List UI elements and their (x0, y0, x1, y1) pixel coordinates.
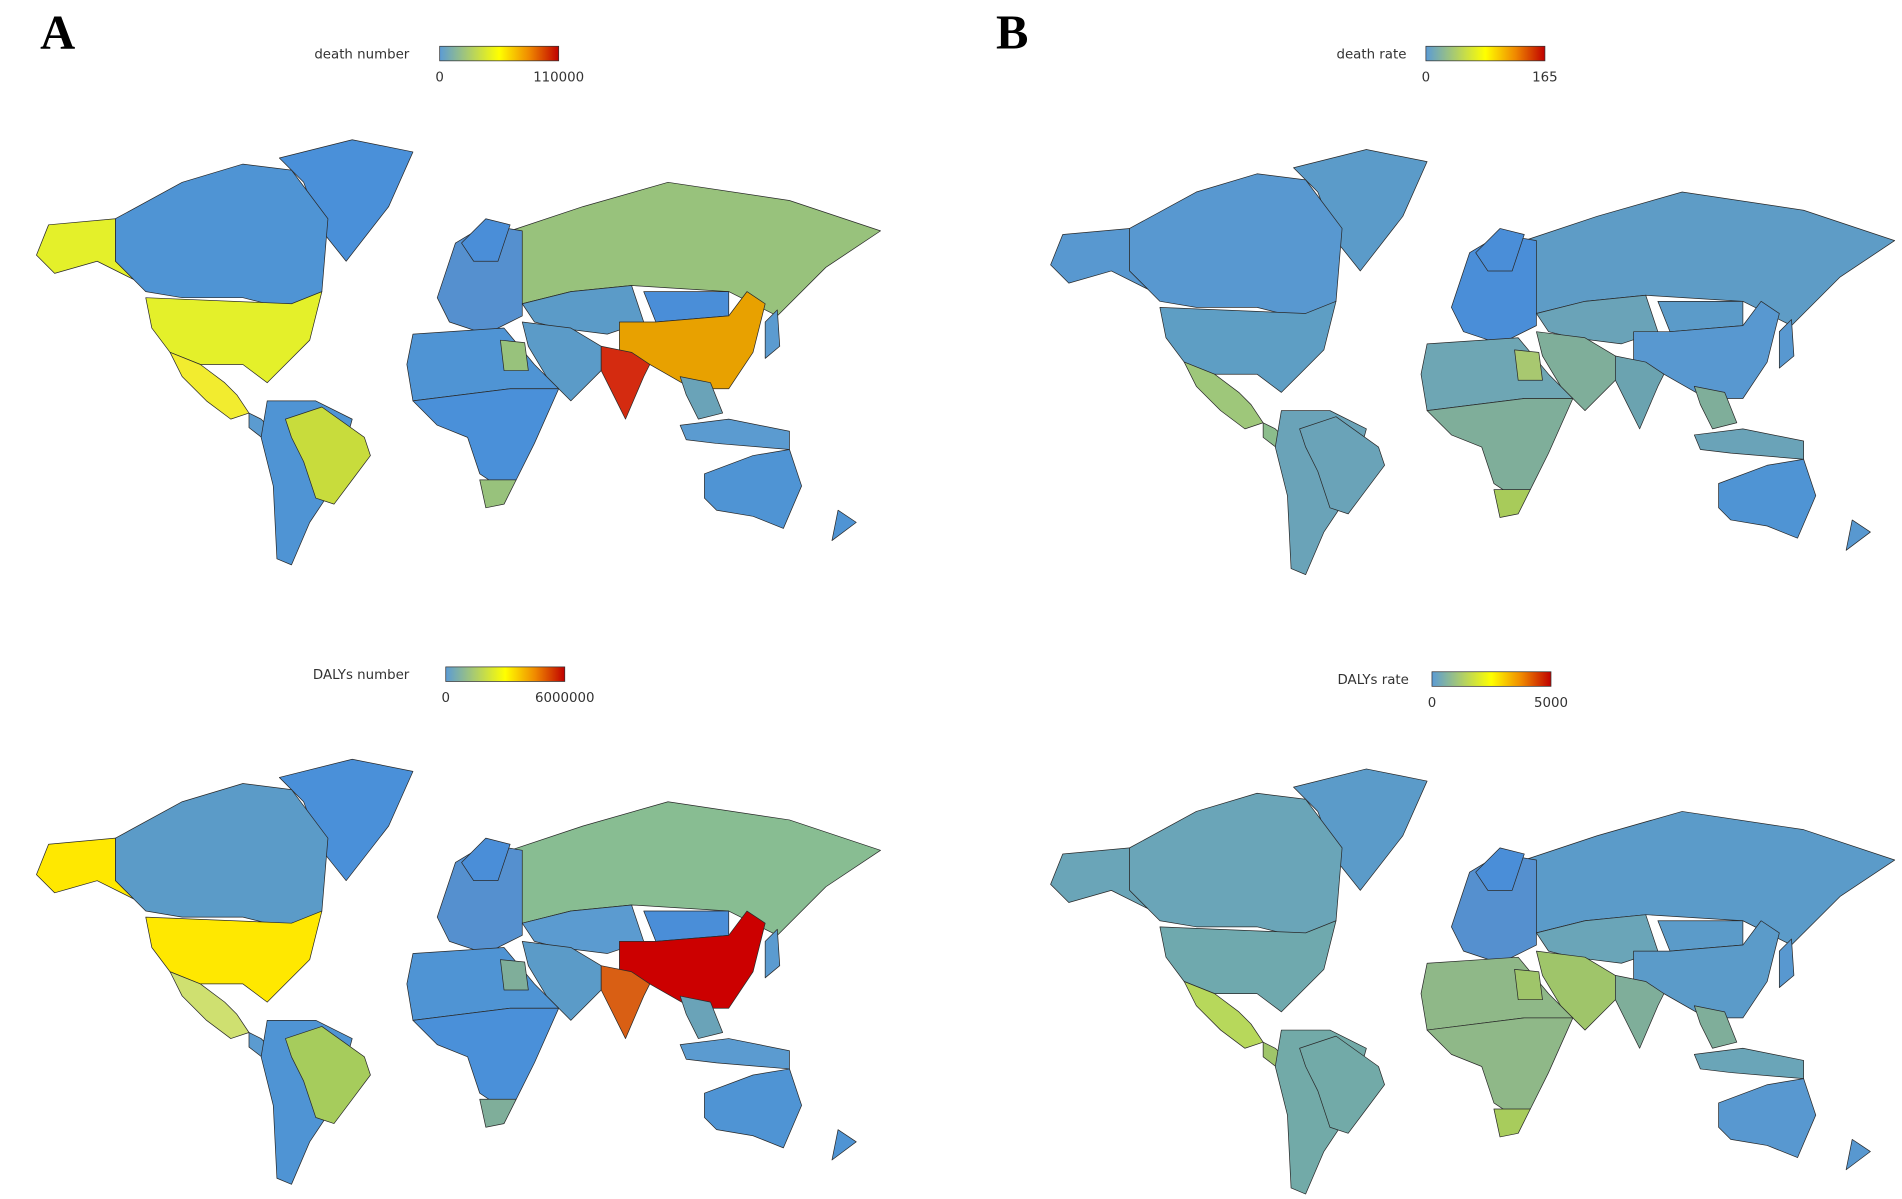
legend: DALYs rate 0 5000 (1338, 671, 1568, 711)
legend-min: 0 (435, 70, 443, 85)
panel-letter: A (40, 6, 75, 60)
legend-title: DALYs rate (1338, 673, 1409, 688)
legend-title: death rate (1336, 47, 1406, 62)
legend: death rate 0 165 (1336, 45, 1558, 85)
map: death number 0 110000 (36, 45, 881, 566)
colorbar (445, 666, 566, 682)
map: death rate 0 165 (1050, 45, 1896, 575)
legend: death number 0 110000 (314, 45, 584, 85)
legend-title: death number (314, 47, 409, 62)
legend-max: 6000000 (535, 691, 595, 706)
colorbar (1431, 671, 1552, 687)
legend-min: 0 (1422, 70, 1431, 85)
panel-letter: B (996, 6, 1028, 60)
legend-max: 110000 (533, 70, 584, 85)
colorbar (439, 45, 560, 62)
map: DALYs number 0 6000000 (36, 666, 881, 1185)
legend: DALYs number 0 6000000 (313, 666, 595, 706)
legend-max: 5000 (1534, 696, 1568, 711)
legend-title: DALYs number (313, 668, 410, 683)
legend-min: 0 (1428, 696, 1437, 711)
legend-min: 0 (441, 691, 450, 706)
map: DALYs rate 0 5000 (1050, 671, 1896, 1195)
colorbar (1425, 45, 1546, 62)
legend-max: 165 (1532, 70, 1558, 85)
